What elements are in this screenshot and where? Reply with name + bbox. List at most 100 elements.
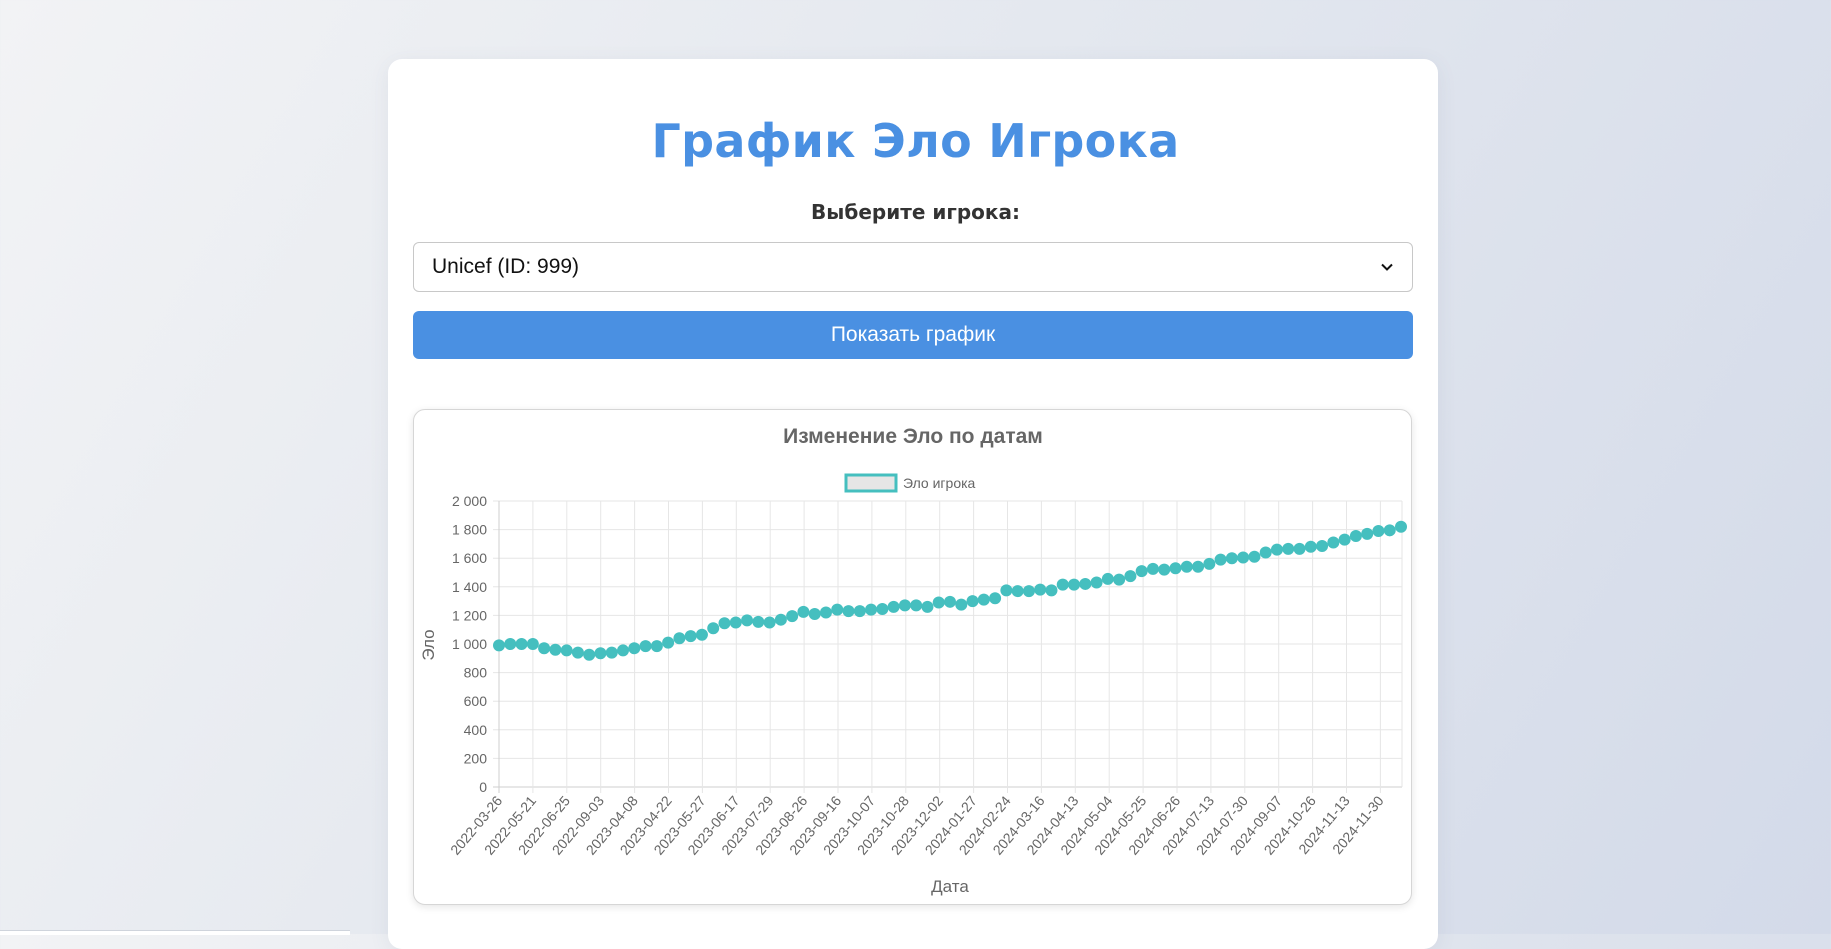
y-tick-label: 1 600 <box>452 550 487 566</box>
chart-container: Изменение Эло по датам Эло игрока 0 200 40… <box>413 409 1412 905</box>
y-tick-label: 600 <box>464 693 488 709</box>
data-point <box>684 630 697 643</box>
data-point <box>1338 533 1351 546</box>
y-tick-label: 2 000 <box>452 493 487 509</box>
data-point <box>1158 563 1171 576</box>
data-point <box>1022 585 1035 598</box>
chart-legend[interactable]: Эло игрока <box>844 473 976 493</box>
data-point <box>1259 546 1272 559</box>
data-point <box>910 599 923 612</box>
player-select-value: Unicef (ID: 999) <box>432 255 580 278</box>
data-point <box>1146 562 1159 575</box>
data-point <box>921 600 934 613</box>
data-point <box>707 622 720 635</box>
data-point <box>1034 583 1047 596</box>
data-point <box>560 644 573 657</box>
data-point <box>1079 577 1092 590</box>
data-point <box>583 648 596 661</box>
data-point <box>774 613 787 626</box>
data-point <box>898 599 911 612</box>
data-point <box>504 638 517 650</box>
data-point <box>617 644 630 657</box>
legend-label: Эло игрока <box>903 475 976 491</box>
chart-points <box>493 520 1407 661</box>
x-axis-label: Дата <box>931 877 969 896</box>
y-axis-ticks: 0 200 400 600 800 1 000 1 200 1 400 1 600 1 800 2 … <box>452 493 487 795</box>
data-point <box>1316 540 1329 553</box>
data-point <box>887 600 900 613</box>
page-title: График Эло Игрока <box>651 114 1180 168</box>
data-point <box>1113 573 1126 586</box>
data-point <box>628 642 641 655</box>
chart-title: Изменение Эло по датам <box>783 425 1043 448</box>
data-point <box>1372 525 1385 538</box>
data-point <box>538 642 551 655</box>
data-point <box>1124 570 1137 583</box>
data-point <box>955 598 968 611</box>
data-point <box>1237 551 1250 564</box>
y-tick-label: 1 800 <box>452 522 487 538</box>
chevron-down-icon <box>1381 263 1393 271</box>
data-point <box>1101 572 1114 585</box>
data-point <box>1192 560 1205 573</box>
data-point <box>515 638 528 650</box>
player-select[interactable]: Unicef (ID: 999) <box>413 242 1413 292</box>
y-tick-label: 800 <box>464 665 488 681</box>
data-point <box>1395 520 1407 533</box>
data-point <box>1270 543 1283 556</box>
data-point <box>1214 553 1227 566</box>
data-point <box>1349 530 1362 543</box>
data-point <box>853 605 866 618</box>
data-point <box>1383 524 1396 537</box>
y-tick-label: 1 200 <box>452 607 487 623</box>
legend-swatch <box>844 473 898 493</box>
data-point <box>729 616 742 629</box>
show-chart-button[interactable]: Показать график <box>413 311 1413 359</box>
data-point <box>1225 552 1238 565</box>
data-point <box>1056 578 1069 591</box>
data-point <box>650 640 663 653</box>
data-point <box>1248 550 1261 563</box>
data-point <box>1135 565 1148 578</box>
data-point <box>605 646 618 659</box>
bottom-strip <box>0 930 350 935</box>
data-point <box>808 607 821 620</box>
data-point <box>1361 527 1374 540</box>
y-tick-label: 0 <box>479 779 487 795</box>
data-point <box>752 615 765 628</box>
data-point <box>1068 578 1081 591</box>
data-point <box>673 632 686 645</box>
data-point <box>763 616 776 629</box>
data-point <box>741 614 754 627</box>
data-point <box>989 592 1002 605</box>
data-point <box>639 640 652 653</box>
data-point <box>797 605 810 618</box>
data-point <box>493 639 505 652</box>
data-point <box>1011 585 1024 598</box>
y-axis-label: Эло <box>419 629 438 660</box>
data-point <box>831 603 844 616</box>
y-tick-label: 1 400 <box>452 579 487 595</box>
data-point <box>819 606 832 619</box>
data-point <box>966 595 979 608</box>
data-point <box>1293 542 1306 555</box>
data-point <box>1180 560 1193 573</box>
data-point <box>977 593 990 606</box>
data-point <box>526 638 539 650</box>
chart-grid <box>493 500 1403 793</box>
data-point <box>662 636 675 649</box>
data-point <box>1045 584 1058 597</box>
data-point <box>1169 562 1182 575</box>
data-point <box>1203 557 1216 570</box>
y-tick-label: 400 <box>464 722 488 738</box>
data-point <box>932 596 945 609</box>
data-point <box>1000 584 1013 597</box>
x-axis-ticks: 2022-03-262022-05-212022-06-252022-09-03… <box>447 792 1387 857</box>
data-point <box>1304 540 1317 553</box>
data-point <box>865 603 878 616</box>
y-tick-label: 1 000 <box>452 636 487 652</box>
data-point <box>944 595 956 608</box>
data-point <box>1090 576 1103 589</box>
data-point <box>1282 542 1295 555</box>
y-tick-label: 200 <box>464 750 488 766</box>
